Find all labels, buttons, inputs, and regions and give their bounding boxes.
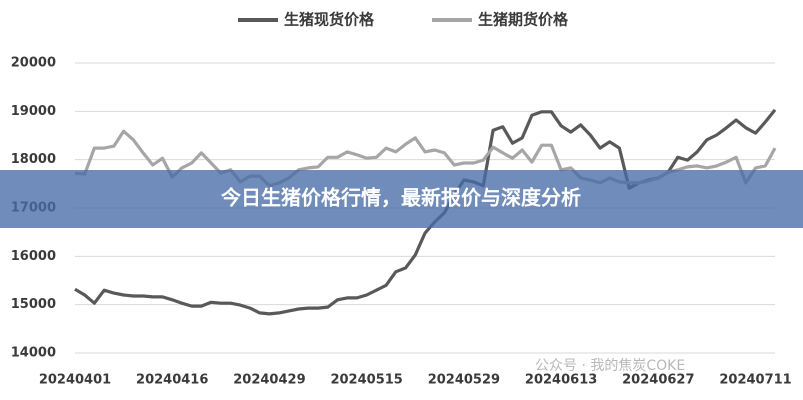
x-tick-label: 20240529 [428, 373, 500, 388]
x-tick-label: 20240401 [39, 373, 111, 388]
x-tick-label: 20240429 [233, 373, 305, 388]
x-tick-label: 20240613 [525, 373, 597, 388]
legend-label: 生猪现货价格 [284, 11, 375, 29]
y-tick-label: 19000 [11, 104, 56, 119]
y-tick-label: 18000 [11, 152, 56, 167]
x-tick-label: 20240416 [136, 373, 208, 388]
watermark: 公众号 · 我的焦炭COKE [535, 358, 685, 374]
y-tick-label: 15000 [11, 297, 56, 312]
y-tick-label: 14000 [11, 346, 56, 361]
x-tick-label: 20240711 [719, 373, 791, 388]
banner-title: 今日生猪价格行情，最新报价与深度分析 [221, 186, 581, 210]
y-tick-label: 16000 [11, 249, 56, 264]
banner [0, 170, 803, 228]
x-tick-label: 20240515 [330, 373, 402, 388]
x-tick-label: 20240627 [622, 373, 694, 388]
y-tick-label: 20000 [11, 56, 56, 71]
legend-label: 生猪期货价格 [478, 11, 569, 29]
